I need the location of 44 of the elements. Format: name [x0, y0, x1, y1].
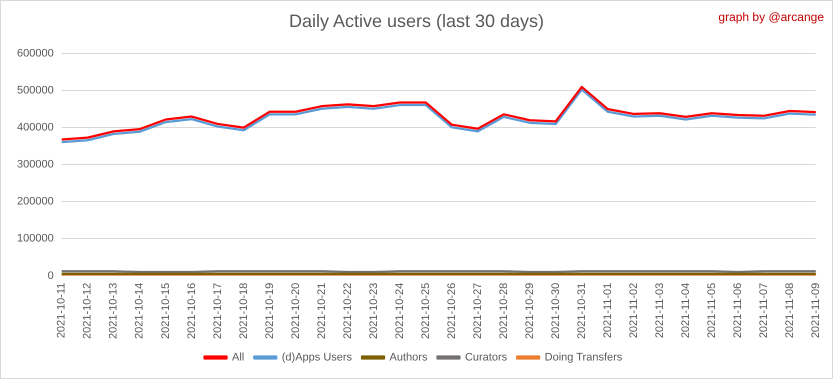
x-tick-label: 2021-11-05	[706, 282, 718, 338]
x-tick-label: 2021-10-17	[212, 282, 224, 340]
y-tick-label: 200000	[16, 196, 54, 208]
x-tick-label: 2021-11-04	[680, 282, 692, 338]
legend-label: All	[232, 352, 244, 364]
x-tick-label: 2021-10-30	[550, 282, 562, 340]
x-tick-label: 2021-10-19	[264, 282, 276, 340]
y-tick-label: 600000	[16, 48, 54, 60]
chart-title: Daily Active users (last 30 days)	[288, 11, 544, 31]
y-tick-label: 400000	[16, 122, 54, 134]
legend-label: Curators	[464, 352, 508, 364]
y-tick-label: 0	[48, 270, 54, 282]
text: graph by @arcange	[718, 10, 824, 24]
x-tick-label: 2021-11-07	[758, 282, 770, 338]
x-tick-label: 2021-11-03	[654, 282, 666, 338]
y-tick-label: 100000	[16, 232, 54, 245]
x-tick-label: 2021-10-20	[290, 282, 302, 340]
x-tick-label: 2021-10-22	[342, 282, 354, 340]
x-tick-label: 2021-10-14	[134, 282, 146, 340]
x-tick-label: 2021-10-18	[238, 282, 250, 340]
x-tick-label: 2021-10-13	[108, 282, 120, 340]
x-tick-label: 2021-10-23	[368, 282, 380, 340]
x-tick-label: 2021-10-26	[446, 282, 458, 340]
x-tick-label: 2021-10-16	[186, 282, 198, 340]
legend-label: (d)Apps Users	[282, 352, 353, 364]
x-tick-label: 2021-10-11	[56, 282, 68, 338]
x-tick-label: 2021-11-06	[732, 282, 744, 338]
x-tick-label: 2021-11-01	[602, 282, 614, 338]
x-tick-label: 2021-10-15	[160, 282, 172, 340]
x-tick-label: 2021-11-02	[628, 282, 640, 338]
x-tick-label: 2021-11-08	[784, 282, 796, 338]
x-tick-label: 2021-10-12	[82, 282, 94, 340]
x-tick-label: 2021-11-09	[810, 282, 822, 338]
x-tick-label: 2021-10-21	[316, 282, 328, 340]
x-tick-label: 2021-10-28	[498, 282, 510, 340]
legend-label: Authors	[390, 352, 428, 364]
legend-label: Doing Transfers	[544, 352, 623, 364]
x-tick-label: 2021-10-29	[524, 282, 536, 340]
y-tick-label: 500000	[16, 84, 54, 97]
x-tick-label: 2021-10-31	[576, 282, 588, 340]
y-tick-label: 300000	[16, 158, 54, 171]
x-tick-label: 2021-10-24	[394, 282, 406, 340]
x-tick-label: 2021-10-25	[420, 282, 432, 340]
x-tick-label: 2021-10-27	[472, 282, 484, 340]
